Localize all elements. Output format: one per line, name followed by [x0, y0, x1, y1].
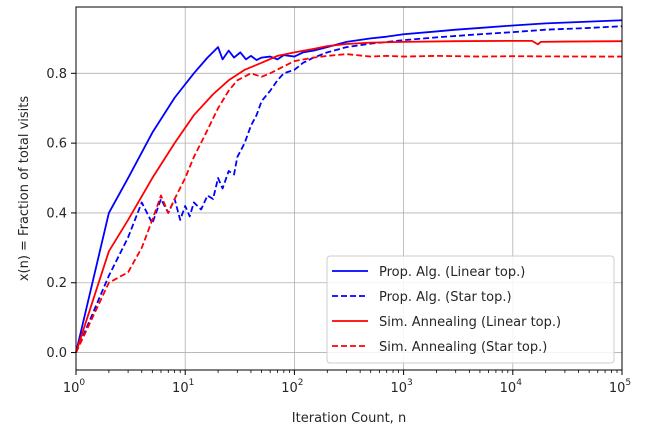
legend-label-1: Prop. Alg. (Star top.) [379, 290, 512, 305]
x-tick-label: 101 [172, 378, 194, 396]
x-tick-label: 105 [609, 378, 631, 396]
x-axis-label: Iteration Count, n [292, 411, 406, 426]
y-tick-label: 0.8 [46, 67, 67, 82]
legend: Prop. Alg. (Linear top.) Prop. Alg. (Star… [326, 255, 615, 364]
legend-label-3: Sim. Annealing (Star top.) [379, 340, 547, 355]
series-line-3 [75, 53, 622, 353]
y-tick-label: 0.2 [46, 276, 67, 291]
x-tick-exponent: 3 [407, 378, 413, 388]
x-tick-exponent: 0 [79, 378, 85, 388]
series-lines [75, 19, 623, 353]
x-tick-label: 104 [500, 378, 523, 396]
series-line-2 [75, 39, 623, 353]
y-tick-label: 0.0 [46, 346, 67, 361]
x-tick-label: 100 [63, 378, 86, 396]
legend-box [326, 255, 615, 364]
y-tick-label: 0.4 [46, 206, 67, 221]
x-tick-exponent: 5 [625, 378, 631, 388]
y-tick-label: 0.6 [46, 137, 67, 152]
x-tick-exponent: 1 [189, 378, 195, 388]
x-tick-label: 103 [390, 378, 412, 396]
x-tick-exponent: 4 [516, 378, 522, 388]
x-tick-label: 102 [281, 378, 303, 396]
legend-label-2: Sim. Annealing (Linear top.) [379, 315, 561, 330]
plot-frame [75, 6, 623, 371]
y-axis-label: x(n) = Fraction of total visits [17, 96, 32, 282]
x-tick-exponent: 2 [298, 378, 304, 388]
legend-label-0: Prop. Alg. (Linear top.) [379, 265, 525, 280]
